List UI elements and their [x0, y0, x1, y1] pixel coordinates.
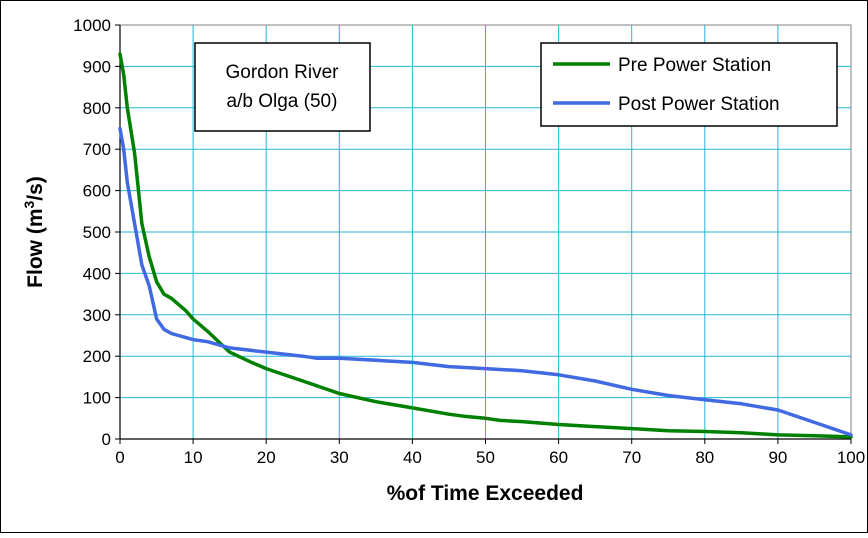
axis-ticks: 0 10 20 30 40 50 60 70 80 90 100010020030040050060… — [73, 16, 865, 467]
x-tick-label: 50 — [476, 448, 495, 467]
x-tick-label: 10 — [184, 448, 203, 467]
y-tick-label: 300 — [83, 306, 111, 325]
x-tick-label: 40 — [403, 448, 422, 467]
legend-frame — [540, 42, 838, 127]
series-line-pre-power-station — [118, 52, 853, 439]
x-axis-title: %of Time Exceeded — [387, 482, 584, 505]
x-tick-label: 30 — [330, 448, 349, 467]
x-tick-label: 80 — [695, 448, 714, 467]
annotation-line-2: a/b Olga (50) — [227, 91, 338, 112]
x-tick-label: 60 — [549, 448, 568, 467]
legend-label-post-power-station: Post Power Station — [618, 94, 780, 115]
y-tick-label: 400 — [83, 264, 111, 283]
y-tick-label: 700 — [83, 140, 111, 159]
x-tick-label: 0 — [115, 448, 124, 467]
legend: Pre Power Station Post Power Station — [540, 42, 838, 127]
y-tick-label: 200 — [83, 347, 111, 366]
series-lines — [118, 52, 853, 439]
y-axis-title-end: /s) — [24, 176, 47, 201]
y-tick-label: 500 — [83, 223, 111, 242]
y-tick-label: 900 — [83, 57, 111, 76]
series-line-post-power-station — [118, 126, 853, 437]
annotation-box: Gordon River a/b Olga (50) — [194, 42, 371, 132]
x-tick-label: 100 — [837, 448, 865, 467]
y-axis-title-superscript: 3 — [21, 200, 37, 208]
y-tick-label: 1000 — [73, 16, 111, 35]
x-tick-label: 20 — [257, 448, 276, 467]
x-tick-label: 70 — [622, 448, 641, 467]
y-axis-title-main: Flow (m — [24, 208, 47, 287]
annotation-frame — [194, 42, 371, 132]
x-tick-label: 90 — [768, 448, 787, 467]
y-tick-label: 100 — [83, 389, 111, 408]
y-tick-label: 800 — [83, 99, 111, 118]
y-axis-title: Flow (m3/s) — [21, 176, 47, 288]
annotation-line-1: Gordon River — [226, 62, 340, 83]
legend-label-pre-power-station: Pre Power Station — [618, 55, 771, 76]
y-tick-label: 0 — [102, 430, 111, 449]
y-tick-label: 600 — [83, 182, 111, 201]
